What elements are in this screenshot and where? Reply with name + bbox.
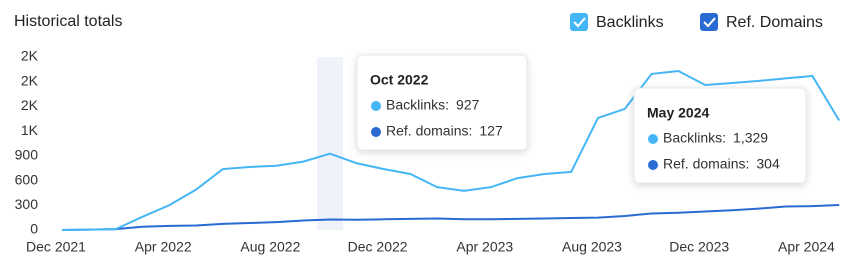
- series-line: [61, 69, 841, 231]
- legend-item[interactable]: Ref. Domains: [700, 13, 823, 31]
- tooltip-value: 304: [756, 156, 780, 172]
- tooltip: Oct 2022 Backlinks: 927 Ref. domains: 127: [356, 54, 528, 151]
- legend-label: Ref. Domains: [726, 14, 823, 31]
- legend-label: Backlinks: [596, 14, 664, 31]
- tooltip-label: Ref. domains:: [386, 123, 472, 139]
- x-tick-label: Apr 2024: [778, 239, 835, 255]
- x-tick-label: Dec 2023: [669, 239, 729, 255]
- x-tick-label: Apr 2023: [456, 239, 513, 255]
- chart-title: Historical totals: [14, 13, 122, 30]
- hover-band: [317, 57, 343, 230]
- legend-checkbox: [700, 13, 718, 31]
- x-tick-label: Dec 2022: [348, 239, 408, 255]
- y-tick-label: 2K: [21, 48, 39, 64]
- x-tick-label: Aug 2023: [562, 239, 622, 255]
- y-tick-label: 2K: [21, 97, 39, 113]
- x-tick-label: Aug 2022: [240, 239, 300, 255]
- tooltip-box: [356, 54, 528, 151]
- y-tick-label: 2K: [21, 72, 39, 88]
- tooltip: May 2024 Backlinks: 1,329 Ref. domains: 304: [633, 87, 807, 184]
- tooltip-box: [633, 87, 807, 184]
- tooltip-label: Backlinks:: [663, 130, 726, 146]
- series-line: [61, 203, 840, 231]
- y-tick-label: 0: [30, 221, 38, 237]
- legend-checkbox: [570, 13, 588, 31]
- y-tick-label: 600: [15, 171, 39, 187]
- checkmark: [573, 17, 586, 28]
- tooltip-label: Ref. domains:: [663, 156, 749, 172]
- tooltip-dot: [371, 127, 381, 137]
- x-tick-label: Apr 2022: [135, 239, 192, 255]
- tooltip-value: 927: [456, 97, 480, 113]
- tooltip-dot: [648, 134, 658, 144]
- y-tick-label: 900: [15, 147, 39, 163]
- tooltip-title: Oct 2022: [370, 72, 429, 88]
- y-tick-label: 300: [15, 196, 39, 212]
- tooltip-label: Backlinks:: [386, 97, 449, 113]
- tooltip-value: 127: [479, 123, 503, 139]
- tooltip-value: 1,329: [733, 130, 768, 146]
- legend-item[interactable]: Backlinks: [570, 13, 664, 31]
- tooltip-title: May 2024: [647, 105, 709, 121]
- x-tick-label: Dec 2021: [26, 239, 86, 255]
- y-tick-label: 1K: [21, 122, 39, 138]
- checkmark: [703, 17, 716, 28]
- tooltip-dot: [648, 160, 658, 170]
- tooltip-dot: [371, 101, 381, 111]
